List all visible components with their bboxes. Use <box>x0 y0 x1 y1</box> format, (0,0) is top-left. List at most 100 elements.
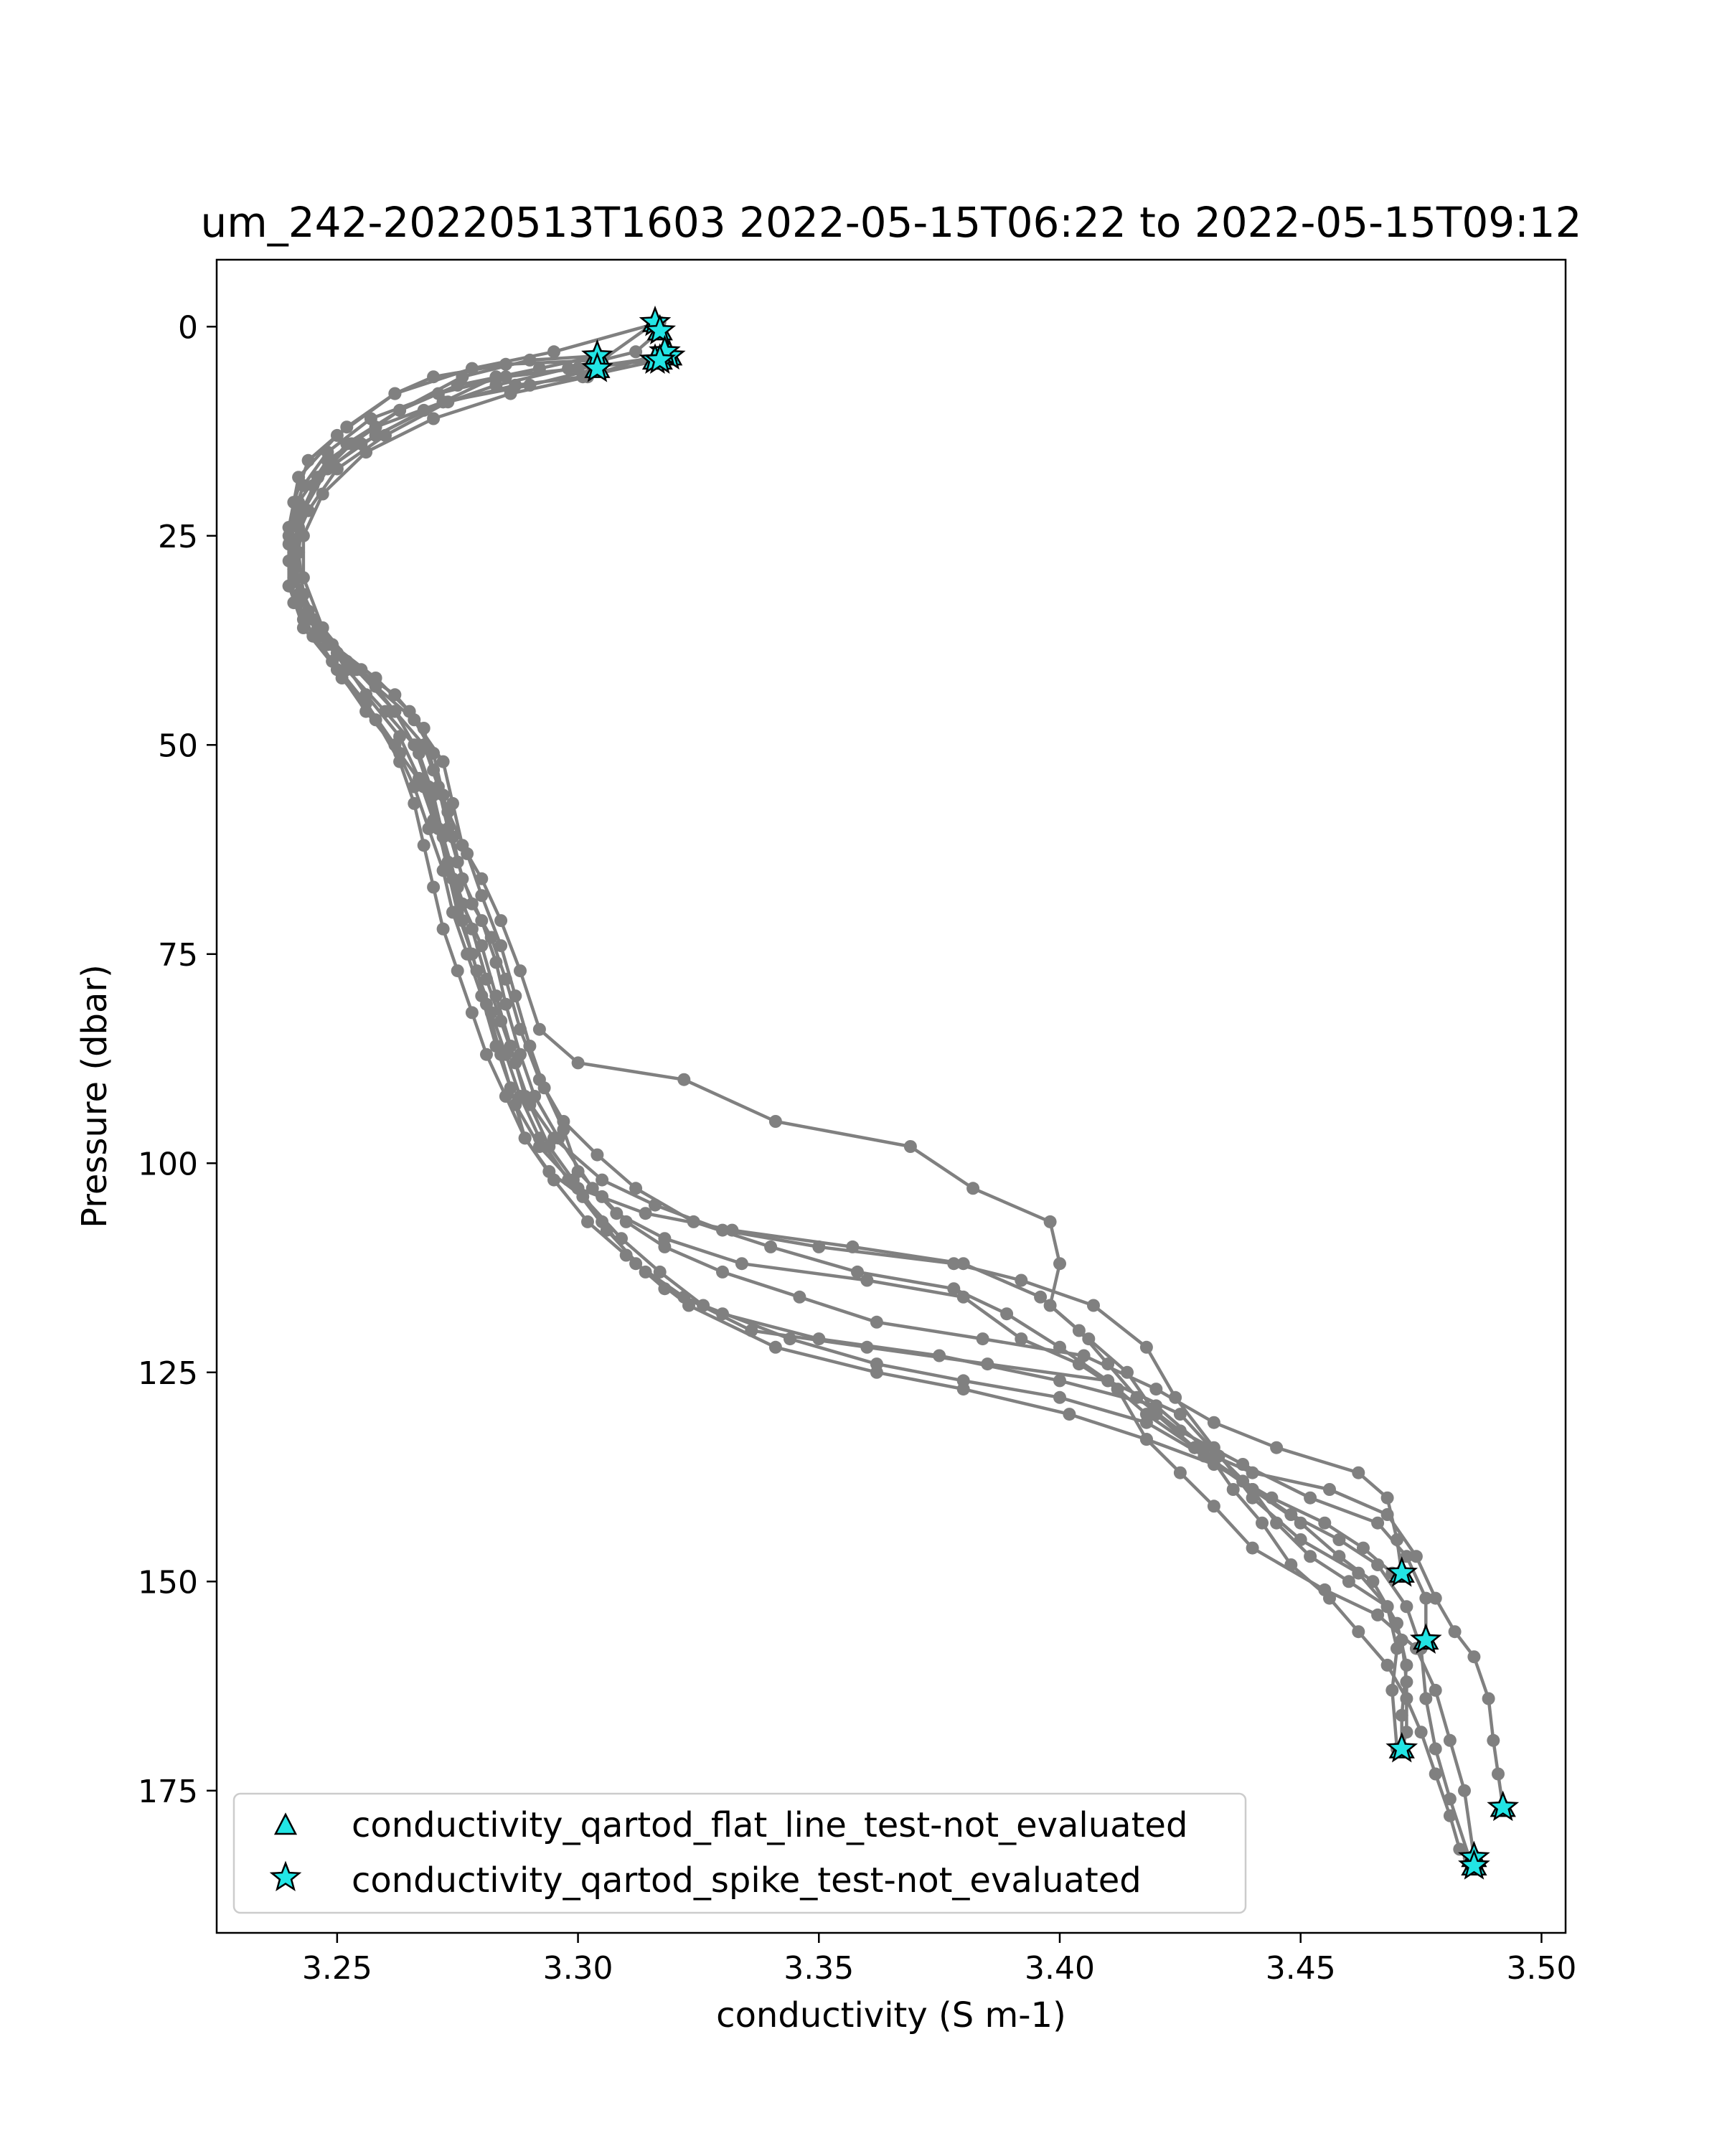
profile-point <box>735 1257 748 1271</box>
profile-point <box>596 1173 609 1187</box>
profile-point <box>768 1340 782 1354</box>
profile-point <box>846 1240 860 1253</box>
profile-point <box>1053 1340 1066 1354</box>
profile-point <box>591 1148 604 1162</box>
profile-point <box>870 1365 883 1379</box>
profile-line-6 <box>287 358 1408 1750</box>
profile-point <box>1304 1550 1317 1563</box>
profile-point <box>408 738 421 752</box>
profile-point <box>1380 1491 1394 1505</box>
qc-markers <box>581 305 1520 1880</box>
profile-point <box>1458 1784 1471 1797</box>
profile-point <box>408 796 421 810</box>
profile-point <box>1246 1541 1259 1555</box>
profile-point <box>518 1131 532 1145</box>
profile-point <box>417 839 430 852</box>
profile-point <box>499 997 512 1011</box>
profile-point <box>1082 1332 1096 1346</box>
profile-point <box>1207 1416 1220 1429</box>
profile-point <box>431 822 445 835</box>
profile-point <box>1139 1340 1153 1354</box>
profile-point <box>547 1173 560 1187</box>
profile-point <box>725 1223 739 1237</box>
legend-triangle-icon <box>273 1812 298 1835</box>
profile-point <box>1492 1767 1505 1781</box>
profile-point <box>851 1265 864 1279</box>
profile-point <box>1366 1575 1380 1588</box>
profile-point <box>1000 1307 1014 1321</box>
profile-point <box>1207 1500 1220 1513</box>
profile-point <box>1429 1591 1442 1605</box>
profile-point <box>369 713 382 727</box>
x-tick-label: 3.25 <box>302 1950 372 1987</box>
x-tick-label: 3.50 <box>1506 1950 1576 1987</box>
profile-point <box>1385 1683 1399 1697</box>
profile-point <box>436 922 450 936</box>
profile-point <box>451 855 464 869</box>
profile-point <box>552 1131 565 1145</box>
profile-point <box>1270 1441 1284 1454</box>
profile-point <box>976 1332 989 1346</box>
y-tick-label: 125 <box>138 1355 198 1392</box>
profile-point <box>1121 1365 1134 1379</box>
x-tick-label: 3.35 <box>784 1950 854 1987</box>
legend-label-spike: conductivity_qartod_spike_test-not_evalu… <box>352 1860 1142 1901</box>
spike-marker <box>1385 1556 1418 1587</box>
profile-point <box>465 362 479 375</box>
profile-point <box>658 1232 672 1246</box>
profile-point <box>1265 1491 1279 1505</box>
profile-point <box>480 972 493 986</box>
legend-box <box>232 1792 1247 1914</box>
profile-point <box>451 378 464 392</box>
profile-point <box>547 345 560 359</box>
profile-point <box>1304 1491 1317 1505</box>
profile-point <box>1467 1650 1481 1664</box>
profile-point <box>1332 1533 1346 1546</box>
profile-point <box>427 746 441 760</box>
profile-point <box>484 1006 498 1020</box>
profile-point <box>1482 1692 1495 1705</box>
spike-marker <box>644 314 677 345</box>
profile-point <box>1391 1616 1403 1630</box>
profile-point <box>639 1207 652 1220</box>
profile-point <box>292 512 306 526</box>
profile-point <box>417 403 430 417</box>
y-tick-label: 25 <box>158 519 198 555</box>
profile-point <box>532 1131 546 1145</box>
profile-point <box>1380 1658 1394 1672</box>
profile-point <box>619 1248 633 1262</box>
profile-point <box>1400 1658 1413 1672</box>
profile-point <box>1139 1416 1153 1429</box>
profile-point <box>514 1090 527 1103</box>
profile-point <box>764 1240 778 1253</box>
profile-point <box>427 880 441 894</box>
plot-frame <box>215 258 1567 1934</box>
profile-point <box>903 1140 917 1153</box>
profile-point <box>1087 1299 1100 1312</box>
spike-marker <box>1487 1790 1520 1822</box>
profile-point <box>446 872 459 885</box>
profile-point <box>1318 1516 1332 1530</box>
profile-point <box>1380 1508 1394 1521</box>
profile-point <box>1332 1550 1346 1563</box>
profile-point <box>499 1048 512 1061</box>
profile-point <box>1342 1575 1355 1588</box>
profile-point <box>1053 1374 1066 1388</box>
profile-point <box>860 1274 874 1287</box>
spike-marker <box>644 343 677 374</box>
profile-point <box>1400 1550 1413 1563</box>
profile-point <box>330 428 344 442</box>
chart-title: um_242-20220513T1603 2022-05-15T06:22 to… <box>201 198 1582 247</box>
y-tick-label: 50 <box>158 728 198 764</box>
profile-point <box>465 1006 479 1020</box>
profile-point <box>956 1383 970 1396</box>
legend-entry-flat-line: conductivity_qartod_flat_line_test-not_e… <box>273 1805 1187 1845</box>
profile-point <box>716 1265 729 1279</box>
profile-point <box>489 1040 503 1053</box>
profile-point <box>1487 1733 1500 1747</box>
profile-point <box>947 1282 961 1296</box>
profile-point <box>784 1332 796 1346</box>
profile-point <box>403 705 416 718</box>
profile-point <box>475 889 489 903</box>
profile-point <box>1173 1466 1187 1479</box>
